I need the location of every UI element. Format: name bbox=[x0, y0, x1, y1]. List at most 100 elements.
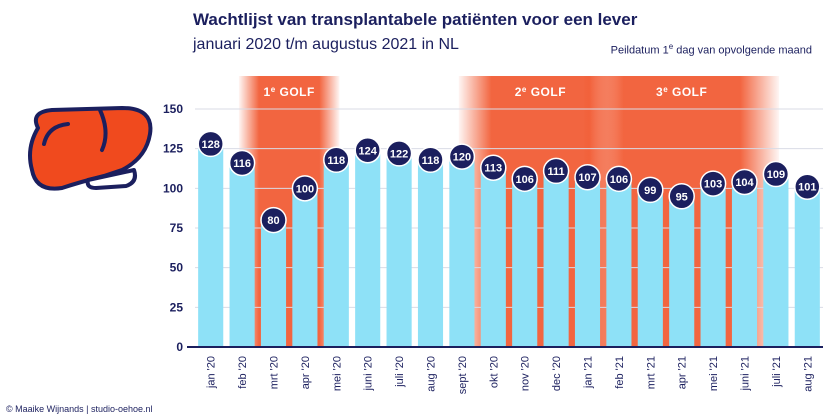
bar bbox=[198, 143, 224, 347]
value-label: 111 bbox=[548, 166, 565, 178]
value-label: 124 bbox=[359, 145, 378, 157]
value-label: 101 bbox=[798, 182, 816, 194]
x-tick-label: mrt '21 bbox=[645, 356, 657, 389]
y-tick-label: 25 bbox=[170, 300, 184, 314]
value-label: 122 bbox=[390, 148, 408, 160]
bar bbox=[229, 162, 255, 347]
x-tick-label: feb '20 bbox=[237, 356, 249, 389]
chart-subtitle: januari 2020 t/m augustus 2021 in NL bbox=[193, 36, 459, 53]
bar bbox=[260, 220, 287, 347]
bar bbox=[574, 177, 601, 347]
value-badge bbox=[291, 175, 319, 202]
value-badge bbox=[699, 170, 727, 197]
bar bbox=[417, 159, 444, 347]
wave-label: 3e GOLF bbox=[656, 85, 707, 99]
x-tick-label: apr '21 bbox=[677, 356, 689, 389]
value-badge bbox=[417, 146, 444, 174]
wave-bands: 1e GOLF 2e GOLF 3e GOLF bbox=[238, 76, 780, 347]
value-badge bbox=[794, 173, 821, 200]
bars bbox=[198, 143, 820, 347]
y-tick-label: 75 bbox=[170, 221, 184, 235]
value-label: 100 bbox=[296, 183, 314, 195]
bar bbox=[763, 174, 789, 347]
bar bbox=[512, 178, 538, 347]
credit: © Maaike Wijnands | studio-oehoe.nl bbox=[6, 404, 153, 414]
x-tick-label: feb '21 bbox=[614, 356, 626, 389]
x-tick-label: aug '21 bbox=[802, 356, 814, 392]
bar bbox=[731, 181, 758, 347]
value-label: 118 bbox=[327, 155, 345, 167]
value-labels: 128 116 80 100 118 124 122 118 120 113 106 111 107 10… bbox=[197, 130, 821, 234]
value-badge bbox=[260, 206, 287, 234]
x-tick-label: mrt '20 bbox=[269, 356, 281, 389]
value-badge bbox=[574, 163, 601, 191]
value-label: 103 bbox=[704, 179, 722, 191]
value-label: 80 bbox=[267, 215, 279, 227]
value-label: 128 bbox=[202, 139, 220, 151]
y-tick-label: 100 bbox=[163, 181, 183, 195]
reference-date-note: Peildatum 1e dag van opvolgende maand bbox=[611, 42, 812, 57]
value-badge bbox=[542, 157, 570, 185]
x-tick-label: mei '21 bbox=[708, 356, 720, 391]
bar bbox=[480, 167, 506, 347]
bar bbox=[669, 196, 695, 347]
note-text-start: Peildatum 1 bbox=[610, 44, 669, 57]
value-label: 109 bbox=[767, 169, 785, 181]
value-badge bbox=[480, 154, 507, 181]
bar bbox=[355, 150, 381, 347]
bar bbox=[700, 183, 726, 347]
value-label: 107 bbox=[578, 172, 596, 184]
value-badge bbox=[197, 130, 224, 158]
value-label: 99 bbox=[644, 185, 656, 197]
value-label: 95 bbox=[676, 191, 688, 203]
bar bbox=[794, 186, 820, 347]
value-label: 116 bbox=[233, 158, 251, 170]
bar bbox=[386, 153, 412, 347]
x-tick-label: jan '20 bbox=[206, 356, 218, 389]
x-tick-label: aug '20 bbox=[426, 356, 438, 392]
note-text-end: dag van opvolgende maand bbox=[673, 44, 812, 57]
value-label: 120 bbox=[453, 152, 471, 164]
value-label: 104 bbox=[735, 177, 754, 189]
x-tick-label: dec '20 bbox=[551, 356, 563, 391]
x-tick-label: juli '21 bbox=[771, 356, 783, 388]
x-axis: jan '20 feb '20 mrt '20 apr '20 mei '20 juni … bbox=[187, 346, 823, 394]
bar bbox=[449, 156, 475, 347]
value-badge bbox=[637, 176, 664, 204]
bar bbox=[543, 170, 569, 347]
x-tick-label: juni '21 bbox=[740, 356, 752, 392]
wave-band bbox=[238, 76, 340, 347]
x-tick-label: juni '20 bbox=[363, 356, 375, 392]
x-tick-label: juli '20 bbox=[394, 356, 406, 388]
value-badge bbox=[448, 143, 476, 170]
bar bbox=[606, 178, 632, 347]
x-tick-label: okt '20 bbox=[488, 356, 500, 388]
x-tick-label: sept '20 bbox=[457, 356, 469, 394]
y-tick-label: 150 bbox=[163, 102, 183, 116]
wave-label: 2e GOLF bbox=[515, 85, 566, 99]
value-badge bbox=[668, 183, 695, 210]
value-badge bbox=[731, 168, 758, 196]
note-superscript: e bbox=[668, 42, 674, 51]
value-badge bbox=[323, 146, 350, 174]
value-badge bbox=[511, 165, 538, 193]
bar bbox=[292, 188, 318, 347]
x-tick-label: jan '21 bbox=[583, 356, 595, 389]
value-badge bbox=[762, 160, 790, 188]
value-badge bbox=[228, 149, 256, 177]
value-label: 118 bbox=[422, 155, 440, 167]
bar bbox=[323, 159, 349, 347]
y-tick-label: 125 bbox=[163, 142, 183, 156]
value-badge bbox=[354, 137, 381, 164]
liver-icon bbox=[28, 106, 153, 191]
x-tick-label: nov '20 bbox=[520, 356, 532, 391]
y-axis: 0 25 50 75 100 125 150 bbox=[163, 102, 183, 354]
chart-title: Wachtlijst van transplantabele patiënten… bbox=[193, 10, 638, 29]
x-tick-label: apr '20 bbox=[300, 356, 312, 389]
value-label: 106 bbox=[516, 174, 534, 186]
bar bbox=[637, 189, 663, 347]
value-badge bbox=[605, 165, 633, 193]
y-tick-label: 0 bbox=[176, 340, 183, 354]
value-label: 113 bbox=[484, 163, 502, 175]
